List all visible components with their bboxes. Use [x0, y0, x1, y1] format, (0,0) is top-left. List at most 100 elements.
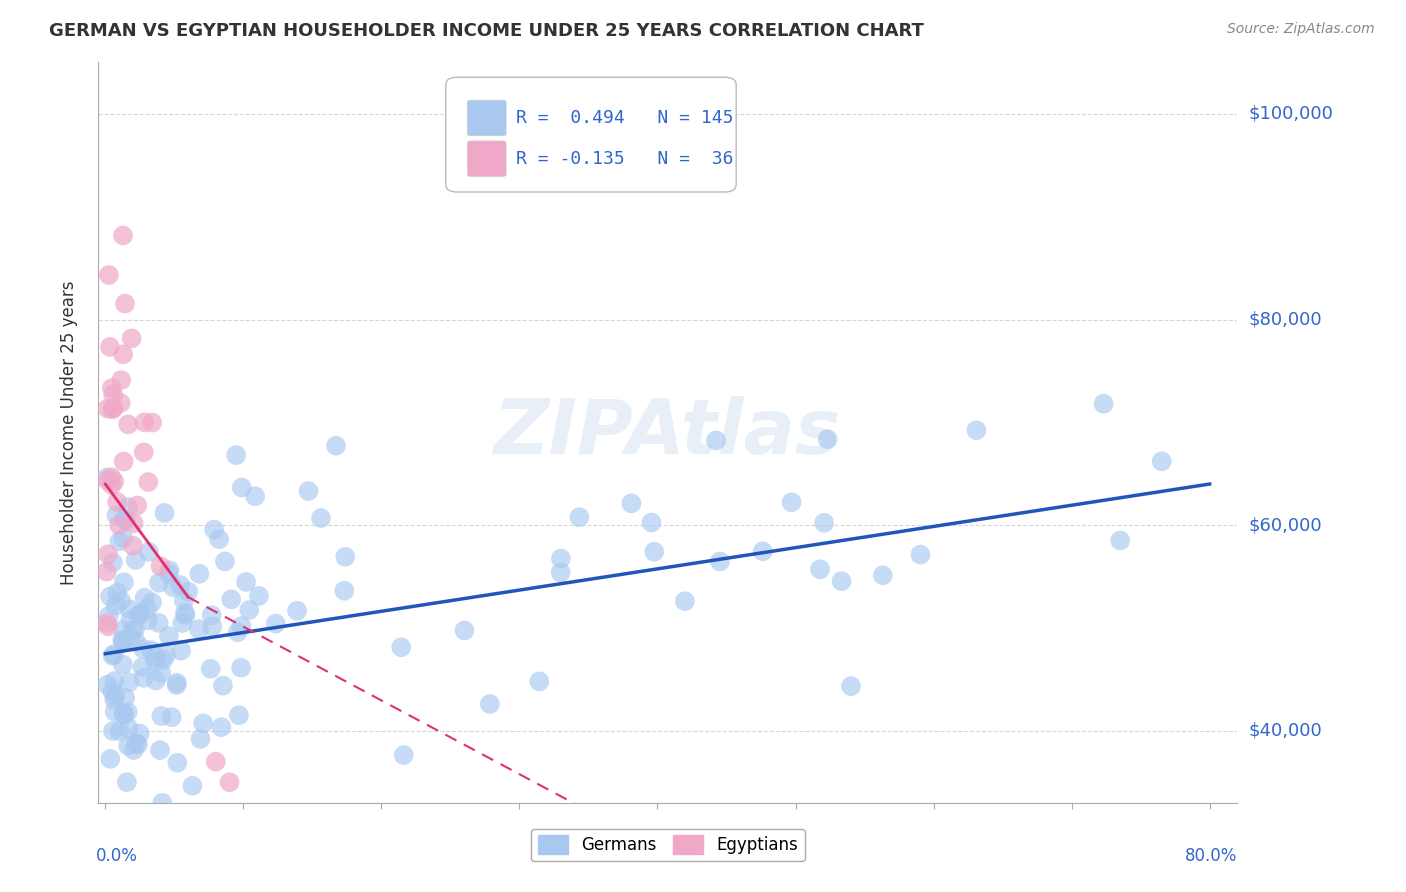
Point	[752, 544, 775, 558]
Point	[101, 556, 124, 570]
Point	[191, 716, 214, 731]
Point	[1150, 454, 1173, 468]
Point	[111, 634, 134, 648]
Point	[115, 513, 138, 527]
Point	[673, 594, 696, 608]
Point	[98, 340, 121, 354]
Point	[97, 547, 120, 561]
Point	[103, 674, 125, 689]
Point	[813, 516, 835, 530]
Point	[160, 710, 183, 724]
Point	[157, 629, 180, 643]
Point	[117, 705, 139, 719]
Point	[150, 796, 173, 810]
Point	[117, 417, 139, 432]
Text: ZIPAtlas: ZIPAtlas	[494, 396, 842, 469]
Point	[150, 709, 173, 723]
Point	[214, 554, 236, 568]
Point	[153, 506, 176, 520]
Point	[97, 268, 120, 282]
Point	[149, 743, 172, 757]
Point	[204, 755, 226, 769]
Point	[143, 655, 166, 669]
Point	[643, 545, 665, 559]
Point	[101, 648, 124, 663]
FancyBboxPatch shape	[467, 100, 506, 136]
Point	[965, 423, 987, 437]
Point	[478, 697, 501, 711]
Point	[238, 603, 260, 617]
Text: $80,000: $80,000	[1249, 310, 1322, 328]
Point	[104, 705, 127, 719]
Point	[392, 747, 415, 762]
Point	[112, 347, 135, 361]
Point	[201, 619, 224, 633]
Point	[188, 566, 211, 581]
Point	[808, 562, 831, 576]
Point	[831, 574, 853, 589]
Point	[247, 589, 270, 603]
Point	[226, 625, 249, 640]
Text: R =  0.494   N = 145: R = 0.494 N = 145	[516, 109, 734, 127]
Point	[235, 574, 257, 589]
Point	[228, 708, 250, 723]
Point	[219, 592, 242, 607]
Point	[335, 549, 357, 564]
Point	[97, 619, 120, 633]
Point	[101, 381, 124, 395]
Point	[128, 607, 150, 622]
Point	[148, 575, 170, 590]
Point	[181, 779, 204, 793]
Point	[173, 593, 195, 607]
Point	[124, 622, 146, 636]
Point	[1109, 533, 1132, 548]
Point	[132, 641, 155, 656]
Text: $60,000: $60,000	[1249, 516, 1322, 534]
Point	[839, 679, 862, 693]
Point	[136, 601, 159, 615]
Text: 80.0%: 80.0%	[1185, 847, 1237, 865]
Point	[118, 602, 141, 616]
Point	[103, 401, 125, 416]
Point	[453, 624, 475, 638]
Point	[110, 396, 132, 410]
Point	[872, 568, 894, 582]
Point	[209, 720, 232, 734]
Point	[200, 662, 222, 676]
Point	[96, 474, 118, 488]
Point	[297, 483, 319, 498]
Point	[620, 496, 643, 510]
Point	[115, 775, 138, 789]
Point	[229, 661, 252, 675]
Point	[150, 665, 173, 680]
Point	[131, 660, 153, 674]
Point	[120, 632, 142, 646]
Point	[122, 539, 145, 553]
Point	[817, 432, 839, 446]
Point	[110, 593, 132, 607]
Point	[128, 607, 150, 622]
Point	[112, 707, 135, 722]
Point	[112, 531, 135, 545]
Point	[136, 613, 159, 627]
Legend: Germans, Egyptians: Germans, Egyptians	[531, 829, 804, 861]
Point	[550, 566, 572, 580]
Point	[159, 563, 181, 577]
Point	[132, 671, 155, 685]
Point	[141, 643, 163, 657]
FancyBboxPatch shape	[467, 141, 506, 177]
Point	[108, 518, 131, 533]
Point	[101, 387, 124, 401]
Point	[96, 470, 118, 484]
Point	[103, 692, 125, 706]
Point	[118, 675, 141, 690]
Point	[640, 516, 662, 530]
Point	[105, 585, 128, 599]
Point	[124, 553, 146, 567]
Point	[98, 752, 121, 766]
Point	[112, 575, 135, 590]
Point	[97, 609, 120, 624]
Point	[112, 454, 135, 468]
Point	[117, 721, 139, 735]
Point	[112, 635, 135, 649]
